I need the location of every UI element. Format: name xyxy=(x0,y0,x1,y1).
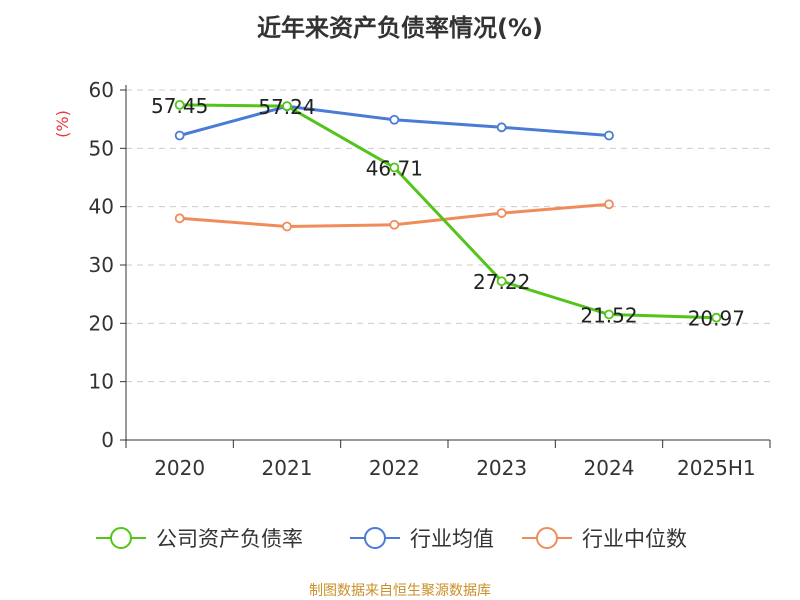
data-point xyxy=(604,309,614,320)
y-tick-label: 10 xyxy=(89,370,114,394)
x-tick-label: 2021 xyxy=(262,456,313,480)
x-tick-label: 2020 xyxy=(154,456,205,480)
x-tick-label: 2025H1 xyxy=(677,456,756,480)
y-axis-label: (%) xyxy=(53,110,72,138)
data-point xyxy=(282,101,292,111)
legend-marker xyxy=(110,527,132,549)
y-tick-label: 50 xyxy=(89,136,114,160)
legend-label: 公司资产负债率 xyxy=(156,527,303,551)
data-point xyxy=(711,312,722,323)
data-label: 46.71 xyxy=(366,157,423,181)
data-point xyxy=(389,114,400,125)
y-tick-label: 20 xyxy=(89,311,114,335)
data-point xyxy=(174,130,185,141)
legend-label: 行业中位数 xyxy=(582,527,687,551)
source-note: 制图数据来自恒生聚源数据库 xyxy=(309,583,491,599)
data-label: 21.52 xyxy=(580,303,637,327)
data-label: 20.97 xyxy=(688,307,745,331)
data-point xyxy=(604,199,614,210)
data-point xyxy=(389,219,400,230)
legend-marker xyxy=(364,527,386,549)
data-point xyxy=(496,276,507,287)
x-tick-label: 2023 xyxy=(476,456,527,480)
data-label: 57.24 xyxy=(258,95,315,119)
data-point xyxy=(496,122,507,133)
data-point xyxy=(282,221,292,232)
y-tick-label: 30 xyxy=(89,253,114,277)
data-label: 57.45 xyxy=(151,94,208,118)
y-tick-label: 40 xyxy=(89,195,114,219)
data-point xyxy=(389,162,400,173)
y-tick-label: 0 xyxy=(101,428,114,452)
y-tick-label: 60 xyxy=(89,78,114,102)
data-point xyxy=(174,99,185,110)
x-tick-label: 2022 xyxy=(369,456,420,480)
legend-marker xyxy=(536,527,558,549)
legend-label: 行业均值 xyxy=(410,527,494,551)
data-point xyxy=(604,130,614,141)
chart-title: 近年来资产负债率情况(%) xyxy=(257,14,543,42)
series-line xyxy=(179,103,717,320)
data-point xyxy=(496,208,507,218)
data-label: 27.22 xyxy=(473,270,530,294)
data-point xyxy=(174,213,185,224)
x-tick-label: 2024 xyxy=(584,456,635,480)
